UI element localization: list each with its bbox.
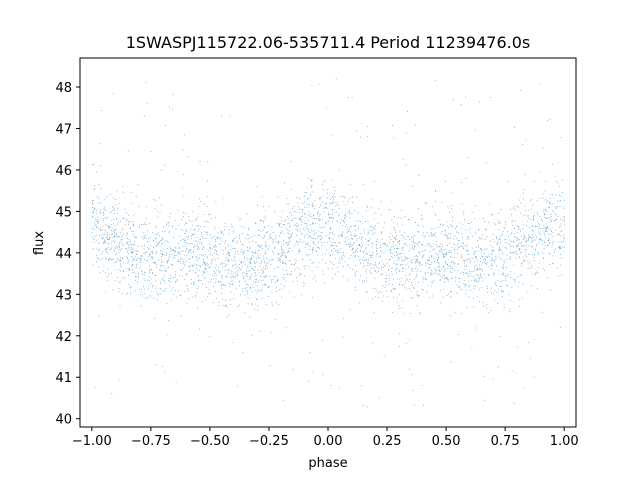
y-tick-label: 41	[55, 371, 72, 386]
chart-title: 1SWASPJ115722.06-535711.4 Period 1123947…	[126, 33, 531, 52]
x-tick-label: 0.25	[373, 434, 402, 449]
y-tick-label: 44	[55, 247, 72, 262]
x-tick-label: −0.75	[131, 434, 171, 449]
y-tick-label: 42	[55, 330, 72, 345]
y-axis-label: flux	[32, 231, 47, 255]
y-tick-label: 43	[55, 288, 72, 303]
x-tick-label: −0.50	[190, 434, 230, 449]
y-tick-label: 40	[55, 413, 72, 428]
x-axis-ticks: −1.00 −0.75 −0.50 −0.25 0.00 0.25 0.50 0.75 1.00	[72, 427, 579, 449]
y-tick-label: 46	[55, 164, 72, 179]
x-tick-label: −1.00	[72, 434, 112, 449]
x-tick-label: −0.25	[249, 434, 289, 449]
y-tick-label: 47	[55, 122, 72, 137]
y-tick-label: 45	[55, 205, 72, 220]
x-tick-label: 0.75	[491, 434, 520, 449]
x-axis-label: phase	[308, 456, 347, 471]
y-tick-label: 48	[55, 81, 72, 96]
y-axis-ticks: 40 41 42 43 44 45 46 47 48	[55, 81, 80, 428]
x-tick-label: 0.00	[314, 434, 343, 449]
x-tick-label: 0.50	[432, 434, 461, 449]
x-tick-label: 1.00	[550, 434, 579, 449]
